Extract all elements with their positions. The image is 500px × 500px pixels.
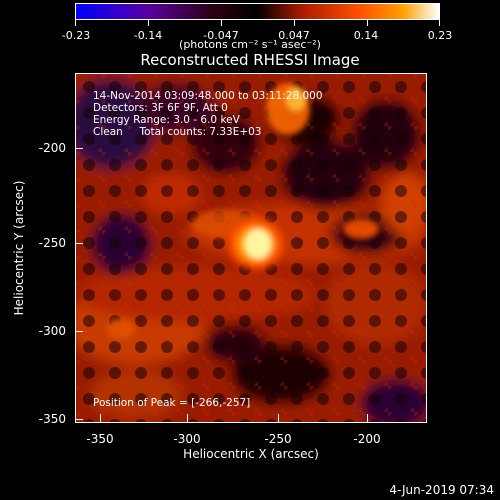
image-title: Reconstructed RHESSI Image xyxy=(140,51,360,69)
x-tick-label: -300 xyxy=(173,432,201,446)
annotation-detectors: Detectors: 3F 6F 9F, Att 0 xyxy=(93,102,228,114)
colorbar-tick-label: 0.14 xyxy=(353,29,379,42)
colorbar-units: (photons cm⁻² s⁻¹ asec⁻²) xyxy=(179,38,321,51)
colorbar xyxy=(75,3,440,20)
y-tick-label: -250 xyxy=(38,236,66,250)
annotation-method: Clean Total counts: 7.33E+03 xyxy=(93,126,262,138)
footer-date: 4-Jun-2019 07:34 xyxy=(389,483,494,497)
colorbar-tick-label: 0.047 xyxy=(278,29,310,42)
x-tick-label: -350 xyxy=(86,432,114,446)
y-tick-label: -200 xyxy=(38,141,66,155)
colorbar-gradient xyxy=(76,4,439,19)
x-axis-label: Heliocentric X (arcsec) xyxy=(183,447,319,461)
y-axis-label: Heliocentric Y (arcsec) xyxy=(12,180,26,316)
rhessi-image xyxy=(76,74,426,422)
colorbar-tick-marks xyxy=(75,20,440,26)
axis-tick-marks xyxy=(75,148,368,422)
x-tick-label: -200 xyxy=(353,432,381,446)
annotation-energy: Energy Range: 3.0 - 6.0 keV xyxy=(93,114,240,126)
rhessi-image-panel xyxy=(75,73,427,423)
annotation-time: 14-Nov-2014 03:09:48.000 to 03:11:28.000 xyxy=(93,90,323,102)
y-tick-label: -350 xyxy=(38,412,66,426)
colorbar-tick-label: 0.23 xyxy=(427,29,453,42)
colorbar-tick-label: -0.23 xyxy=(61,29,91,42)
x-tick-label: -250 xyxy=(264,432,292,446)
colorbar-tick-label: -0.14 xyxy=(133,29,163,42)
peak-position-label: Position of Peak = [-266,-257] xyxy=(93,397,251,409)
colorbar-tick-label: -0.047 xyxy=(203,29,239,42)
y-tick-label: -300 xyxy=(38,324,66,338)
